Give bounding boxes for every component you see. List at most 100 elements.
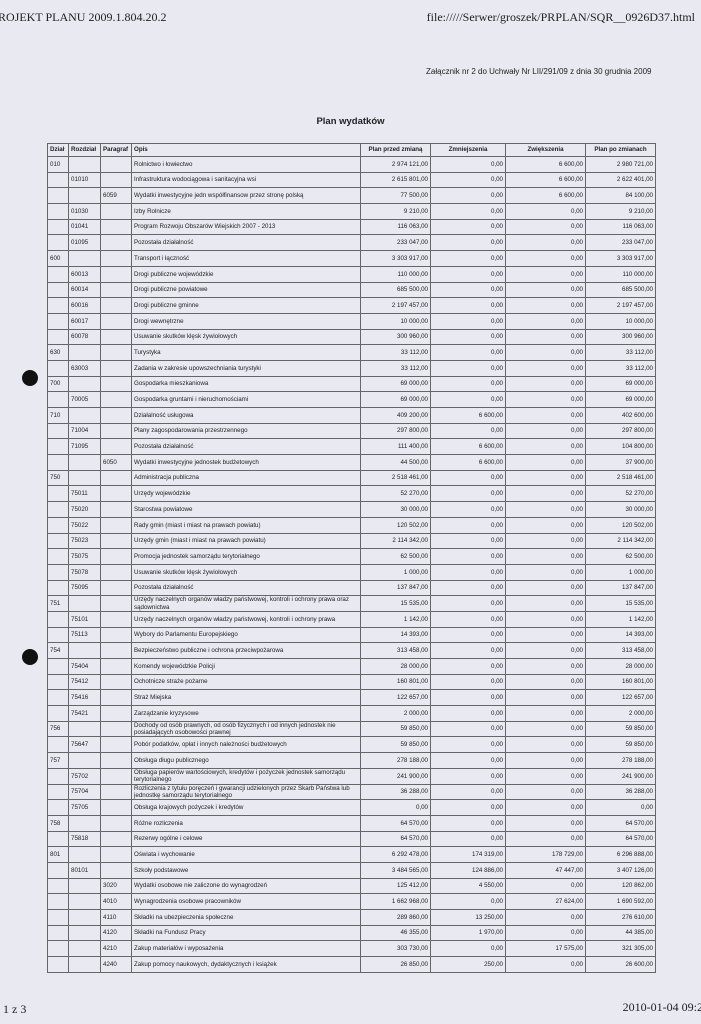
table-cell [100,375,132,393]
table-cell: 6 600,00 [430,454,506,471]
table-body: 010 Rolnictwo i łowiectwo 2 974 121,00 0,00… [47,156,656,973]
table-cell: Urzędy wojewódzkie [131,485,361,503]
table-cell: Różne rozliczenia [131,814,361,832]
table-cell: 754 [47,642,69,659]
table-cell: 27 624,00 [505,893,586,910]
table-cell: 0,00 [430,783,506,801]
table-cell: 0,00 [505,736,586,754]
table-cell: 297 800,00 [585,422,656,440]
table-row: 757 Obsługa długu publicznego 278 188,00 0,… [47,752,656,769]
table-cell: Usuwanie skutków klęsk żywiołowych [131,328,361,346]
table-cell: 0,00 [505,328,586,346]
table-cell: 0,00 [585,799,656,816]
table-cell: 69 000,00 [585,375,656,393]
table-cell: 37 900,00 [585,454,656,471]
table-cell: 75020 [68,501,101,518]
table-cell: 160 801,00 [360,673,431,691]
table-cell: 75023 [68,532,101,550]
table-cell [47,422,69,440]
table-cell: 233 047,00 [360,234,431,252]
table-cell: 0,00 [430,563,506,581]
table-row: 75011 Urzędy wojewódzkie 52 270,00 0,00 0,00… [47,485,656,503]
table-cell: 0,00 [505,438,586,456]
table-cell: 64 570,00 [360,830,431,848]
table-cell: 241 900,00 [585,767,656,785]
table-cell: Plany zagospodarowania przestrzennego [131,422,361,440]
table-cell [47,877,69,895]
table-cell: 10 000,00 [585,312,656,330]
column-header: Opis [131,143,361,157]
table-cell [47,956,69,973]
table-cell: Składki na ubezpieczenia społeczne [131,909,361,926]
table-cell: 0,00 [505,814,586,832]
table-cell: 0,00 [430,422,506,440]
table-cell: 250,00 [430,956,506,973]
table-cell: 0,00 [430,312,506,330]
table-cell: Zarządzanie kryzysowe [131,705,361,722]
table-cell: 0,00 [430,501,506,518]
table-cell: 64 570,00 [360,814,431,832]
table-cell: Administracja publiczna [131,469,361,487]
table-cell: 0,00 [430,814,506,832]
table-cell: 0,00 [430,250,506,267]
table-cell: 75113 [68,626,101,644]
table-cell: 60014 [68,281,101,299]
table-cell: 01041 [68,218,101,236]
table-row: 75818 Rezerwy ogólne i celowe 64 570,00 0,0… [47,830,656,848]
table-cell: Ochotnicze straże pożarne [131,673,361,691]
table-cell: 116 063,00 [585,218,656,236]
table-cell: 1 970,00 [430,924,506,942]
table-cell [100,250,132,267]
table-cell: 30 000,00 [585,501,656,518]
table-cell: 0,00 [505,689,586,707]
table-cell: 75705 [68,799,101,816]
table-cell: 0,00 [505,250,586,267]
table-cell [68,187,101,205]
table-cell: 0,00 [430,187,506,205]
table-row: 01010 Infrastruktura wodociągowa i sanita… [47,171,656,189]
table-cell: 1 000,00 [360,563,431,581]
table-cell [47,297,69,314]
table-cell: 59 850,00 [360,720,431,738]
table-cell: 10 000,00 [360,312,431,330]
table-cell: Zakup materiałów i wyposażenia [131,940,361,958]
table-cell [100,234,132,252]
table-cell [100,579,132,597]
table-cell: Rolnictwo i łowiectwo [131,156,361,173]
table-cell [68,877,101,895]
table-cell [47,359,69,377]
table-cell: 62 500,00 [585,548,656,565]
table-row: 75416 Straż Miejska 122 657,00 0,00 0,00 122 … [47,689,656,707]
table-cell: 77 500,00 [360,187,431,205]
table-cell: 3020 [100,877,132,895]
table-cell: 0,00 [505,391,586,408]
table-cell [100,312,132,330]
table-cell: 0,00 [505,359,586,377]
table-cell [100,658,132,675]
table-cell: 0,00 [505,469,586,487]
table-cell: 60016 [68,297,101,314]
table-row: 75421 Zarządzanie kryzysowe 2 000,00 0,00 0,… [47,705,656,722]
table-cell [100,265,132,283]
table-cell: 0,00 [430,595,506,612]
table-row: 6050 Wydatki inwestycyjne jednostek budże… [47,454,656,471]
table-row: 756 Dochody od osób prawnych, od osób fiz… [47,720,656,738]
table-cell: Działalność usługowa [131,407,361,424]
table-cell: 1 662 968,00 [360,893,431,910]
table-cell: Gospodarka gruntami i nieruchomościami [131,391,361,408]
table-cell: 0,00 [430,218,506,236]
table-cell: 0,00 [505,375,586,393]
table-row: 60017 Drogi wewnętrzne 10 000,00 0,00 0,00 10… [47,312,656,330]
table-cell: Komendy wojewódzkie Policji [131,658,361,675]
table-cell: 120 862,00 [585,877,656,895]
table-cell: 01010 [68,171,101,189]
table-cell: 9 210,00 [585,203,656,220]
table-row: 4210 Zakup materiałów i wyposażenia 303 73… [47,940,656,958]
table-cell: 0,00 [430,485,506,503]
table-cell: Wydatki inwestycyjne jednostek budżetowy… [131,454,361,471]
table-cell: 33 112,00 [585,359,656,377]
table-cell: 69 000,00 [360,391,431,408]
table-row: 75113 Wybory do Parlamentu Europejskiego 1… [47,626,656,644]
